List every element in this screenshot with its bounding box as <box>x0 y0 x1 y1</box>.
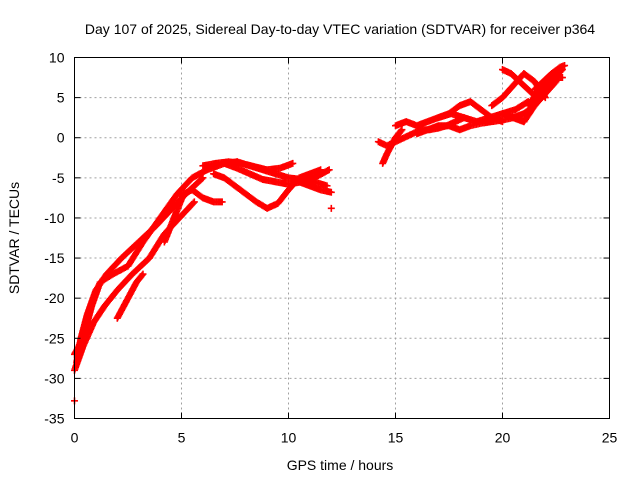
data-point <box>199 174 207 182</box>
data-point <box>558 74 566 82</box>
data-point <box>398 126 406 134</box>
data-track <box>295 178 335 196</box>
data-track <box>531 62 569 94</box>
x-tick-label: 20 <box>495 430 511 446</box>
data-point <box>327 204 335 212</box>
y-tick-label: 10 <box>49 50 65 66</box>
data-point <box>327 188 335 196</box>
data-point <box>218 198 226 206</box>
y-tick-label: -25 <box>44 330 64 346</box>
y-tick-label: 5 <box>57 90 65 106</box>
data-track <box>379 126 406 167</box>
data-track <box>199 158 297 174</box>
y-tick-label: -5 <box>52 170 65 186</box>
data-points <box>71 62 569 405</box>
data-point <box>139 270 147 278</box>
x-tick-label: 15 <box>388 430 404 446</box>
data-point <box>189 199 197 207</box>
tick-labels: 0 5 10 15 20 25 10 5 0 -5 -10 -15 -20 -25 -30 -35 <box>44 50 617 446</box>
x-axis-title: GPS time / hours <box>287 457 394 473</box>
data-track <box>160 186 226 246</box>
data-point <box>190 198 198 206</box>
data-track <box>499 74 566 126</box>
data-point <box>289 159 297 167</box>
data-point <box>397 127 405 135</box>
plot-frame <box>74 57 610 419</box>
grid <box>74 57 610 419</box>
data-point <box>138 271 146 279</box>
y-tick-label: 0 <box>57 130 65 146</box>
data-point <box>317 166 325 174</box>
x-tick-label: 5 <box>178 430 186 446</box>
data-track <box>113 270 147 322</box>
y-tick-label: -20 <box>44 290 64 306</box>
data-track <box>327 204 335 212</box>
x-tick-label: 0 <box>71 430 79 446</box>
y-axis-title: SDTVAR / TECUs <box>6 182 22 294</box>
data-point <box>325 166 333 174</box>
y-tick-label: -30 <box>44 370 64 386</box>
data-point <box>198 175 206 183</box>
x-tick-label: 25 <box>602 430 618 446</box>
y-tick-label: -35 <box>44 411 64 427</box>
ticks <box>74 57 610 419</box>
y-tick-label: -10 <box>44 210 64 226</box>
y-tick-label: -15 <box>44 250 64 266</box>
data-track <box>71 198 198 374</box>
data-track <box>210 166 325 212</box>
x-tick-label: 10 <box>281 430 297 446</box>
data-track <box>434 98 532 126</box>
chart-title: Day 107 of 2025, Sidereal Day-to-day VTE… <box>85 21 595 37</box>
data-point <box>561 62 569 70</box>
